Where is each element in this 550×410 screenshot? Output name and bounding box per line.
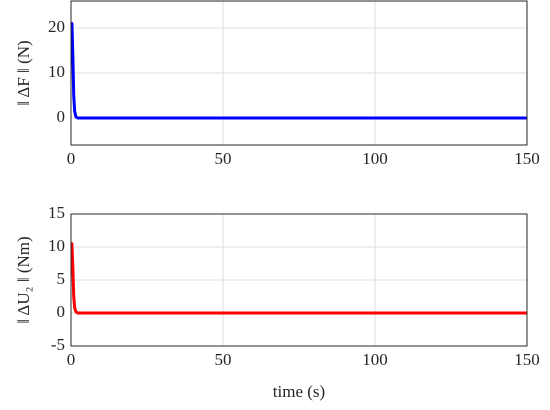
x-tick-label: 0: [67, 149, 76, 168]
y-tick-label: 15: [48, 203, 65, 222]
y-tick-label: 0: [57, 302, 66, 321]
axes-frame: [70, 0, 528, 146]
x-axis-label: time (s): [273, 382, 325, 401]
x-tick-label: 150: [514, 149, 540, 168]
axes: 0 50 100 150 0 10 20 ‖ ΔF ‖ (N): [14, 0, 540, 168]
y-axis-label: ‖ ΔF ‖ (N): [14, 40, 33, 105]
y-tick-label: 10: [48, 62, 65, 81]
y-tick-label: 20: [48, 17, 65, 36]
data-line: [70, 22, 527, 120]
y-tick-label: 5: [57, 269, 66, 288]
axes-frame: [70, 213, 528, 347]
y-tick-label: -5: [51, 335, 65, 354]
x-tick-label: 50: [215, 350, 232, 369]
x-tick-label: 0: [67, 350, 76, 369]
x-tick-label: 100: [362, 149, 388, 168]
data-line: [70, 242, 527, 315]
y-tick-label: 10: [48, 236, 65, 255]
y-tick-label: 0: [57, 107, 66, 126]
x-tick-label: 150: [514, 350, 540, 369]
y-axis-label: ‖ ΔU₂ ‖ (Nm): [14, 236, 33, 323]
x-tick-label: 50: [215, 149, 232, 168]
x-tick-label: 100: [362, 350, 388, 369]
